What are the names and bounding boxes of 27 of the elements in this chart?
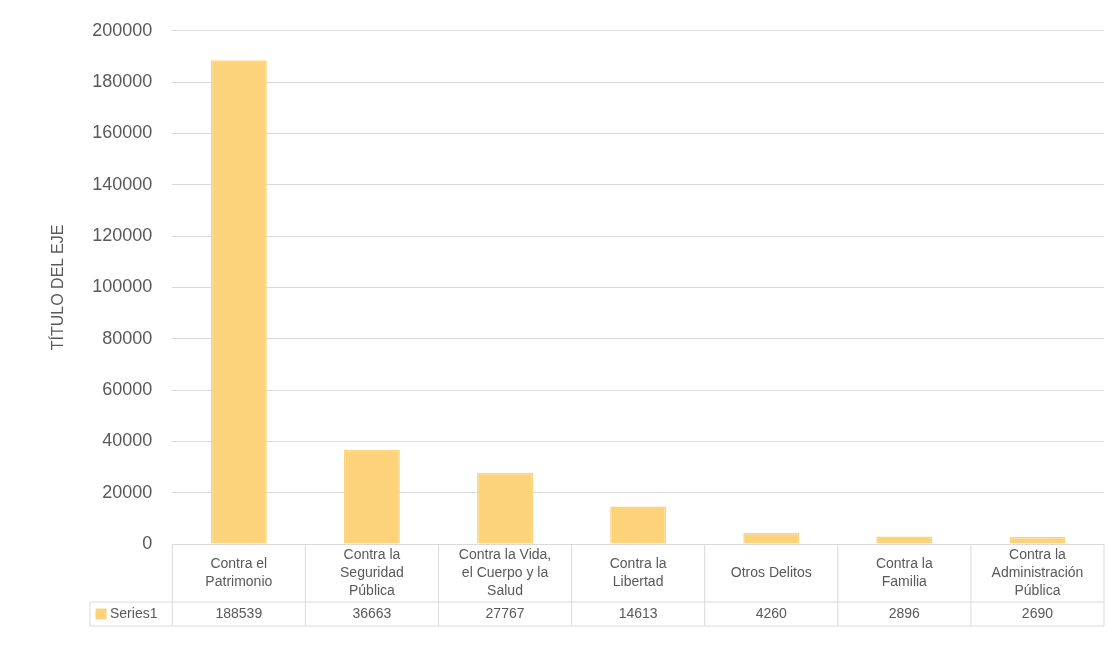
y-tick-label: 0: [142, 532, 153, 553]
x-tick-label: Contra la Familia: [875, 554, 933, 589]
y-tick-label: 80000: [102, 327, 153, 348]
y-tick-label: 160000: [92, 122, 153, 143]
data-label: 2690: [1021, 604, 1054, 621]
x-tick-label: Contra la Administración Pública: [991, 545, 1084, 598]
y-tick-label: 60000: [102, 379, 153, 400]
x-tick-label: Contra el Patrimonio: [205, 554, 273, 589]
y-axis-title: TÍTULO DEL EJE: [48, 224, 67, 351]
x-tick-label: Contra la Seguridad Pública: [340, 545, 404, 598]
y-tick-label: 100000: [92, 276, 153, 297]
x-tick-label: Otros Delitos: [730, 563, 812, 580]
data-label: 2896: [888, 604, 921, 621]
y-tick-label: 140000: [92, 173, 153, 194]
data-label: 27767: [485, 604, 525, 621]
y-tick-label: 200000: [92, 19, 153, 40]
data-label: 188539: [215, 604, 263, 621]
y-tick-label: 120000: [92, 225, 153, 246]
data-label: 36663: [352, 604, 392, 621]
legend-label: Series1: [110, 604, 158, 621]
data-label: 14613: [618, 604, 658, 621]
y-tick-label: 40000: [102, 430, 153, 451]
y-tick-label: 180000: [92, 71, 153, 92]
y-tick-label: 20000: [102, 481, 153, 502]
x-tick-label: Contra la Libertad: [609, 554, 667, 589]
data-label: 4260: [755, 604, 788, 621]
x-tick-label: Contra la Vida, el Cuerpo y la Salud: [458, 545, 552, 598]
